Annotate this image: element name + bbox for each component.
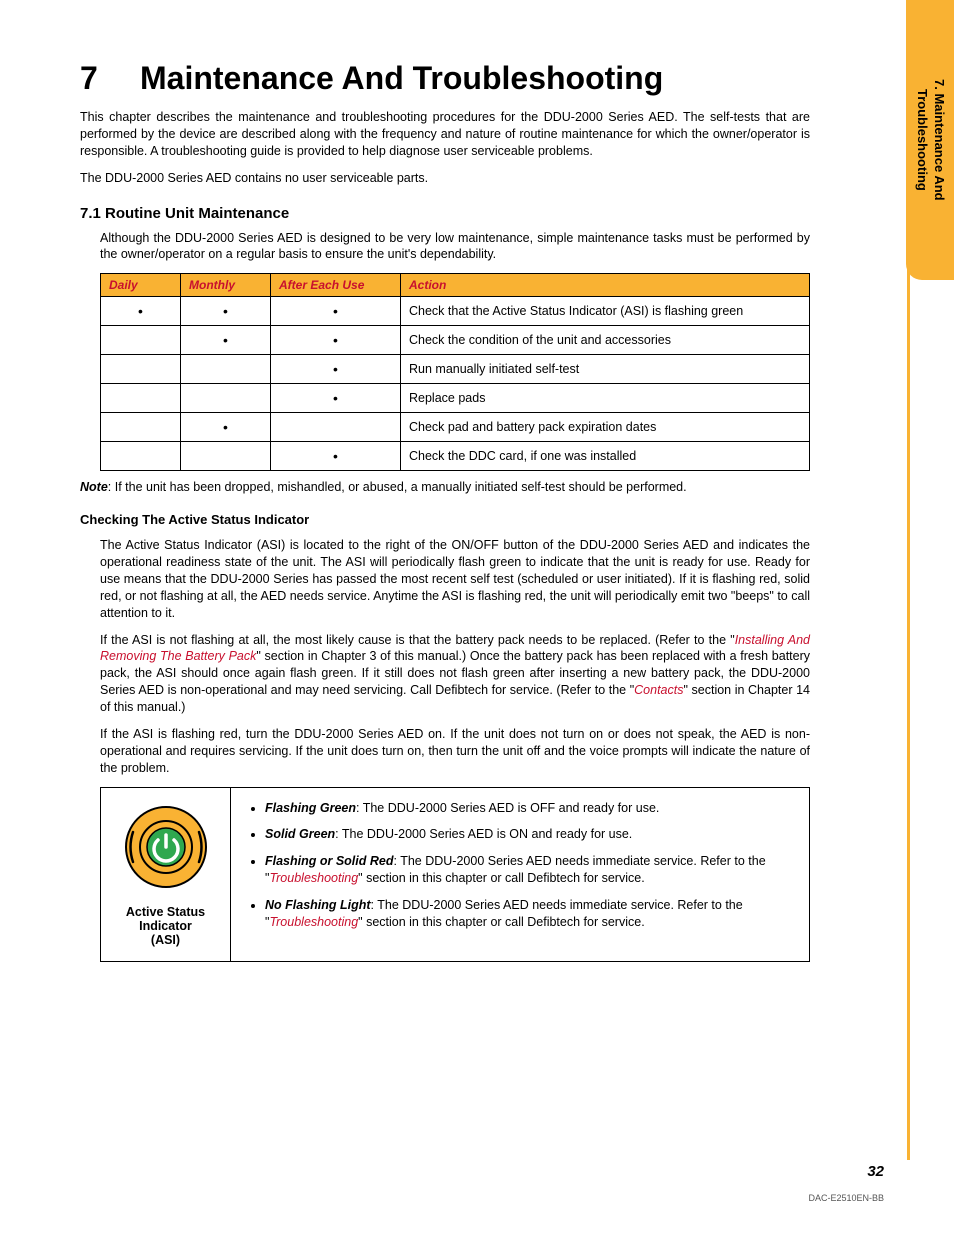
table-row: •Check the DDC card, if one was installe… bbox=[101, 442, 810, 471]
section-7-1-heading: 7.1 Routine Unit Maintenance bbox=[80, 205, 810, 222]
intro-paragraph-2: The DDU-2000 Series AED contains no user… bbox=[80, 170, 810, 187]
table-cell-monthly bbox=[181, 442, 271, 471]
table-row: • Check pad and battery pack expiration d… bbox=[101, 413, 810, 442]
side-tab-line2: Troubleshooting bbox=[915, 89, 930, 191]
table-header-row: Daily Monthly After Each Use Action bbox=[101, 274, 810, 297]
asi-state-tail: " section in this chapter or call Defibt… bbox=[358, 915, 645, 929]
table-row: •Replace pads bbox=[101, 384, 810, 413]
asi-list-item: Flashing Green: The DDU-2000 Series AED … bbox=[265, 800, 793, 817]
table-cell-monthly bbox=[181, 355, 271, 384]
table-cell-daily bbox=[101, 442, 181, 471]
link-contacts[interactable]: Contacts bbox=[634, 683, 683, 697]
asi-list-item: Solid Green: The DDU-2000 Series AED is … bbox=[265, 826, 793, 843]
asi-para-2a: If the ASI is not flashing at all, the m… bbox=[100, 633, 735, 647]
table-cell-daily bbox=[101, 355, 181, 384]
table-row: •Run manually initiated self-test bbox=[101, 355, 810, 384]
table-cell-daily bbox=[101, 326, 181, 355]
section-7-1-body: Although the DDU-2000 Series AED is desi… bbox=[80, 230, 810, 472]
table-cell-action: Run manually initiated self-test bbox=[401, 355, 810, 384]
chapter-title: 7Maintenance And Troubleshooting bbox=[80, 60, 810, 97]
table-cell-action: Check the DDC card, if one was installed bbox=[401, 442, 810, 471]
table-cell-action: Check the condition of the unit and acce… bbox=[401, 326, 810, 355]
table-cell-monthly: • bbox=[181, 413, 271, 442]
th-daily: Daily bbox=[101, 274, 181, 297]
table-cell-after: • bbox=[271, 384, 401, 413]
table-cell-monthly bbox=[181, 384, 271, 413]
intro-paragraph-1: This chapter describes the maintenance a… bbox=[80, 109, 810, 160]
chapter-title-text: Maintenance And Troubleshooting bbox=[140, 60, 663, 96]
table-row: •••Check that the Active Status Indicato… bbox=[101, 297, 810, 326]
asi-para-3: If the ASI is flashing red, turn the DDU… bbox=[100, 726, 810, 777]
th-after: After Each Use bbox=[271, 274, 401, 297]
asi-state-label: No Flashing Light bbox=[265, 898, 371, 912]
table-cell-action: Replace pads bbox=[401, 384, 810, 413]
document-code: DAC-E2510EN-BB bbox=[808, 1193, 884, 1203]
table-row: ••Check the condition of the unit and ac… bbox=[101, 326, 810, 355]
note-label: Note bbox=[80, 480, 108, 494]
asi-box-left: Active Status Indicator (ASI) bbox=[101, 788, 231, 961]
asi-state-tail: " section in this chapter or call Defibt… bbox=[358, 871, 645, 885]
asi-state-label: Solid Green bbox=[265, 827, 335, 841]
asi-state-label: Flashing or Solid Red bbox=[265, 854, 393, 868]
asi-state-text: : The DDU-2000 Series AED is ON and read… bbox=[335, 827, 632, 841]
table-cell-after: • bbox=[271, 355, 401, 384]
side-tab-line1: 7. Maintenance And bbox=[932, 79, 947, 201]
asi-para-2: If the ASI is not flashing at all, the m… bbox=[100, 632, 810, 716]
table-cell-daily bbox=[101, 413, 181, 442]
side-tab: 7. Maintenance And Troubleshooting bbox=[906, 0, 954, 280]
asi-status-box: Active Status Indicator (ASI) Flashing G… bbox=[100, 787, 810, 962]
subheading-asi: Checking The Active Status Indicator bbox=[80, 512, 810, 527]
chapter-number: 7 bbox=[80, 60, 140, 97]
note-paragraph: Note: If the unit has been dropped, mish… bbox=[80, 479, 810, 496]
page-number: 32 bbox=[867, 1163, 884, 1180]
section-7-1-lead: Although the DDU-2000 Series AED is desi… bbox=[100, 230, 810, 264]
asi-state-text: : The DDU-2000 Series AED is OFF and rea… bbox=[356, 801, 659, 815]
th-action: Action bbox=[401, 274, 810, 297]
table-cell-action: Check that the Active Status Indicator (… bbox=[401, 297, 810, 326]
asi-para-1: The Active Status Indicator (ASI) is loc… bbox=[100, 537, 810, 621]
table-cell-after bbox=[271, 413, 401, 442]
table-cell-daily bbox=[101, 384, 181, 413]
asi-state-label: Flashing Green bbox=[265, 801, 356, 815]
asi-box-right: Flashing Green: The DDU-2000 Series AED … bbox=[231, 788, 809, 961]
table-cell-after: • bbox=[271, 326, 401, 355]
asi-list-item: Flashing or Solid Red: The DDU-2000 Seri… bbox=[265, 853, 793, 887]
table-cell-daily: • bbox=[101, 297, 181, 326]
th-monthly: Monthly bbox=[181, 274, 271, 297]
table-cell-after: • bbox=[271, 297, 401, 326]
asi-caption-2: Indicator bbox=[109, 919, 222, 933]
maintenance-table: Daily Monthly After Each Use Action •••C… bbox=[100, 273, 810, 471]
table-cell-after: • bbox=[271, 442, 401, 471]
page-content: 7Maintenance And Troubleshooting This ch… bbox=[0, 0, 880, 1002]
asi-list-item: No Flashing Light: The DDU-2000 Series A… bbox=[265, 897, 793, 931]
asi-caption-3: (ASI) bbox=[109, 933, 222, 947]
asi-icon bbox=[109, 802, 222, 895]
side-tab-text: 7. Maintenance And Troubleshooting bbox=[913, 79, 947, 201]
table-cell-monthly: • bbox=[181, 297, 271, 326]
link-troubleshooting[interactable]: Troubleshooting bbox=[269, 871, 358, 885]
table-cell-monthly: • bbox=[181, 326, 271, 355]
link-troubleshooting[interactable]: Troubleshooting bbox=[269, 915, 358, 929]
table-cell-action: Check pad and battery pack expiration da… bbox=[401, 413, 810, 442]
note-text: : If the unit has been dropped, mishandl… bbox=[108, 480, 687, 494]
asi-caption-1: Active Status bbox=[109, 905, 222, 919]
asi-body: The Active Status Indicator (ASI) is loc… bbox=[80, 537, 810, 961]
